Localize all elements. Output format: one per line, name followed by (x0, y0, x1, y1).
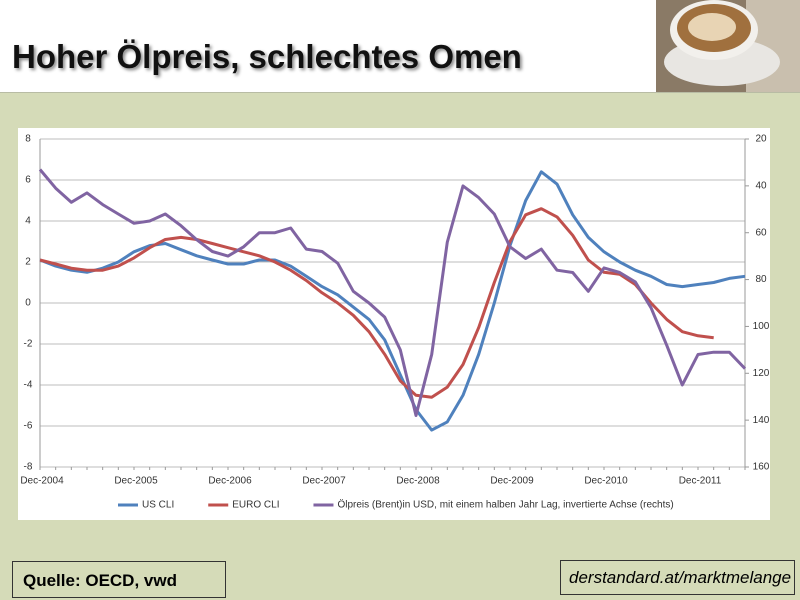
source: Quelle: OECD, vwd (12, 561, 226, 598)
y2-tick-label: 20 (755, 134, 767, 145)
header: Hoher Ölpreis, schlechtes Omen (0, 0, 800, 93)
x-tick-label: Dec-2011 (679, 476, 722, 487)
y2-tick-label: 80 (755, 274, 767, 285)
y2-tick-label: 160 (753, 462, 770, 473)
legend-label: EURO CLI (232, 500, 279, 511)
coffee-photo (656, 0, 800, 92)
source-link: derstandard.at/marktmelange (560, 560, 795, 595)
x-tick-label: Dec-2009 (490, 476, 534, 487)
chart: -8 -6 -4 -2 0 2 4 6 8 20 40 60 80 100 120 140 160 Dec-200… (18, 128, 770, 520)
y-tick-label: 8 (25, 134, 31, 145)
x-tick-label: Dec-2004 (20, 476, 64, 487)
y-tick-label: 6 (25, 175, 31, 186)
y2-tick-label: 140 (753, 415, 770, 426)
y-tick-label: 0 (25, 298, 31, 309)
x-tick-label: Dec-2007 (302, 476, 346, 487)
slide-title: Hoher Ölpreis, schlechtes Omen (12, 38, 522, 75)
y2-tick-label: 100 (753, 321, 770, 332)
y-tick-label: -6 (24, 421, 33, 432)
x-tick-label: Dec-2010 (584, 476, 628, 487)
legend-label: Ölpreis (Brent)in USD, mit einem halben … (337, 499, 673, 511)
chart-area (18, 128, 770, 520)
legend-label: US CLI (142, 500, 174, 511)
x-tick-label: Dec-2008 (396, 476, 440, 487)
y2-tick-label: 120 (753, 368, 770, 379)
y2-tick-label: 60 (755, 227, 767, 238)
y-tick-label: -2 (24, 339, 33, 350)
data-line (38, 168, 747, 417)
y-tick-label: -8 (24, 462, 33, 473)
y-tick-label: -4 (24, 380, 33, 391)
y-tick-label: 4 (25, 216, 31, 227)
x-tick-label: Dec-2005 (114, 476, 158, 487)
y-tick-label: 2 (25, 257, 31, 268)
y2-tick-label: 40 (755, 180, 767, 191)
x-tick-label: Dec-2006 (208, 476, 252, 487)
